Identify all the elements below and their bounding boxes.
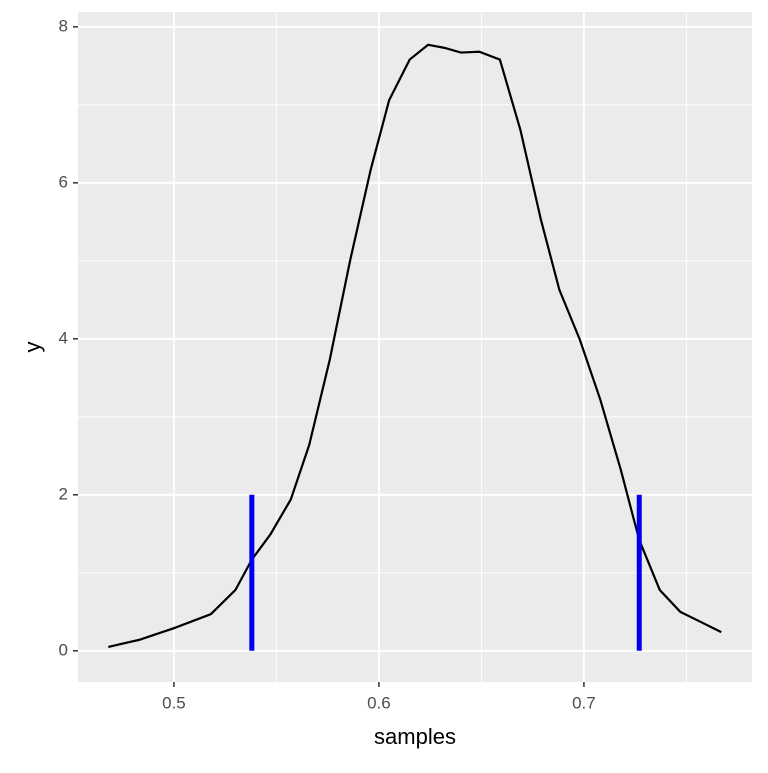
x-tick-label: 0.6 [367,693,391,712]
y-tick-label: 8 [59,16,68,35]
y-axis-label: y [20,342,45,353]
x-tick-label: 0.5 [162,693,186,712]
x-axis-label: samples [374,724,456,749]
y-tick-label: 6 [59,172,68,191]
y-tick-label: 2 [59,484,68,503]
y-tick-label: 0 [59,640,68,659]
density-line [108,43,722,648]
y-tick-label: 4 [59,328,68,347]
panel [78,12,752,682]
x-tick-label: 0.7 [572,693,596,712]
